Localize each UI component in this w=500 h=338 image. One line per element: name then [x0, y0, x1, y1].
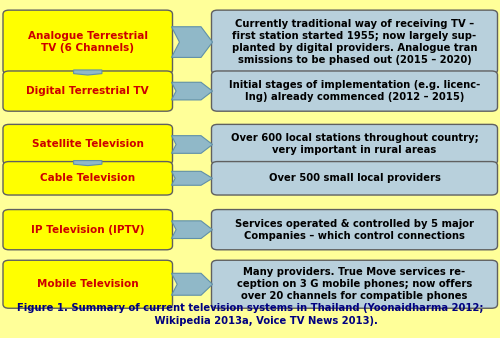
Text: Analogue Terrestrial
TV (6 Channels): Analogue Terrestrial TV (6 Channels) [28, 31, 148, 53]
Text: Mobile Television: Mobile Television [37, 279, 138, 289]
FancyBboxPatch shape [212, 210, 498, 250]
Text: Satellite Television: Satellite Television [32, 140, 144, 149]
Text: Many providers. True Move services re-
ception on 3 G mobile phones; now offers
: Many providers. True Move services re- c… [237, 267, 472, 301]
Text: IP Television (IPTV): IP Television (IPTV) [31, 225, 144, 235]
Text: Over 500 small local providers: Over 500 small local providers [268, 173, 440, 183]
Text: Cable Television: Cable Television [40, 173, 136, 183]
Polygon shape [74, 70, 102, 75]
FancyBboxPatch shape [212, 71, 498, 111]
FancyBboxPatch shape [3, 260, 172, 308]
FancyBboxPatch shape [212, 260, 498, 308]
FancyBboxPatch shape [3, 124, 172, 165]
Text: Services operated & controlled by 5 major
Companies – which control connections: Services operated & controlled by 5 majo… [235, 219, 474, 241]
FancyBboxPatch shape [3, 10, 172, 74]
FancyBboxPatch shape [212, 162, 498, 195]
Polygon shape [172, 273, 212, 295]
FancyBboxPatch shape [3, 71, 172, 111]
FancyBboxPatch shape [212, 124, 498, 165]
Text: Currently traditional way of receiving TV –
first station started 1955; now larg: Currently traditional way of receiving T… [232, 19, 478, 65]
FancyBboxPatch shape [3, 210, 172, 250]
FancyBboxPatch shape [3, 162, 172, 195]
Text: Initial stages of implementation (e.g. licenc-
Ing) already commenced (2012 – 20: Initial stages of implementation (e.g. l… [229, 80, 480, 102]
Text: Over 600 local stations throughout country;
very important in rural areas: Over 600 local stations throughout count… [230, 134, 478, 155]
Text: Figure 1. Summary of current television systems in Thailand (Yoonaidharma 2012;
: Figure 1. Summary of current television … [17, 303, 483, 326]
Text: Digital Terrestrial TV: Digital Terrestrial TV [26, 86, 149, 96]
Polygon shape [172, 171, 212, 185]
Polygon shape [172, 221, 212, 239]
Polygon shape [172, 82, 212, 100]
Polygon shape [172, 27, 212, 57]
Polygon shape [172, 136, 212, 153]
FancyBboxPatch shape [212, 10, 498, 74]
Polygon shape [74, 161, 102, 166]
